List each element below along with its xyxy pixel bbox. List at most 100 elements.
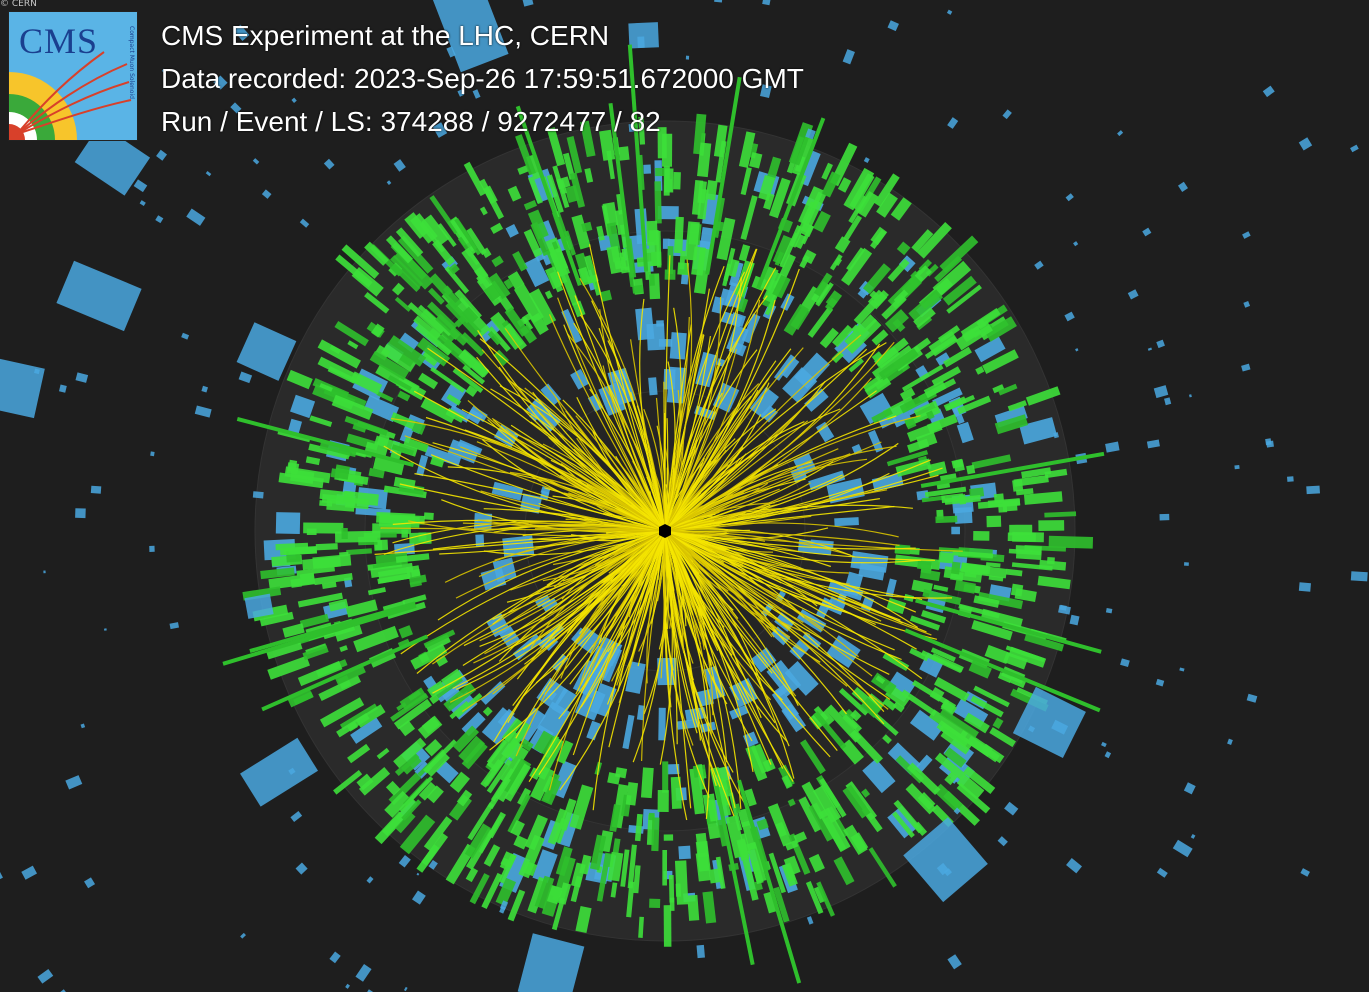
ecal-deposit [398,776,434,813]
ecal-deposit [297,660,343,687]
outer-deposit [155,215,164,224]
outer-deposit [1350,571,1368,582]
ecal-deposit [467,802,495,841]
outer-deposit [1075,348,1079,352]
ecal-deposit [980,608,1023,629]
ecal-deposit [374,539,389,551]
ecal-deposit [282,623,305,638]
ecal-deposit [831,350,844,364]
muon-line [737,779,802,984]
ecal-deposit [960,562,991,575]
ecal-deposit [461,306,479,325]
ecal-deposit [707,799,717,822]
tracks [374,244,963,821]
hcal-deposit [859,392,894,425]
hcal-deposit [794,352,830,390]
ecal-deposit [670,776,682,809]
track [664,530,698,734]
outer-deposit [842,49,855,65]
track [437,530,666,621]
ecal-deposit [841,247,873,286]
ecal-deposit [691,179,704,215]
ecal-deposit [887,258,910,282]
track [664,530,923,680]
ecal-deposit [418,781,437,801]
ecal-deposit [358,767,391,796]
muon-line [705,76,742,275]
ecal-deposit [813,705,829,722]
hcal-deposit [867,430,884,453]
ecal-deposit [377,573,411,585]
outer-deposit [299,218,310,228]
ecal-deposit [1007,532,1036,542]
ecal-deposit [393,698,432,730]
ecal-deposit [663,834,674,841]
ecal-deposit [928,331,959,357]
ecal-deposit [906,762,941,796]
ecal-deposit [837,177,852,193]
ecal-deposit [663,905,672,947]
outer-deposit [1153,385,1169,399]
track [663,530,710,798]
ecal-deposit [943,747,967,768]
ecal-deposit [399,687,427,711]
ecal-deposit [584,167,594,183]
ecal-deposit [427,680,447,698]
ecal-deposit [640,767,654,799]
hcal-deposit [526,397,561,433]
ecal-deposit [483,284,501,302]
outer-deposit [393,159,406,172]
track [664,530,784,769]
outer-deposit [762,0,771,6]
outer-deposit [997,836,1008,847]
ecal-deposit [283,546,317,556]
ecal-deposit [513,835,529,850]
ecal-deposit [364,441,389,458]
track [588,244,666,532]
ecal-deposit [875,346,900,369]
ecal-deposit [921,495,946,503]
ecal-deposit [410,643,448,670]
ecal-deposit [376,747,390,760]
ecal-deposit [846,247,865,272]
track [638,530,666,652]
ecal-deposit [926,410,935,420]
hcal-deposit [851,443,863,455]
hcal-deposit [885,578,897,598]
ecal-deposit [956,773,985,800]
ecal-deposit [458,349,490,378]
ecal-deposit [544,290,553,300]
outer-deposit [1350,144,1359,153]
hcal-deposit [658,707,666,741]
track [467,399,666,532]
ecal-deposit [372,456,405,476]
ecal-deposit [833,856,855,886]
track [655,397,666,532]
ecal-deposit [612,838,621,854]
outer-deposit [323,158,335,170]
ecal-deposit [808,711,827,730]
ecal-deposit [1025,386,1061,406]
ecal-deposit [832,324,854,348]
outer-deposit [428,0,509,73]
ecal-deposit [633,865,641,894]
outer-deposit [1234,464,1240,470]
ecal-deposit [353,625,399,653]
vertex-icon [659,524,671,538]
outer-deposit [953,807,961,815]
ecal-deposit [454,315,467,328]
ecal-deposit [861,788,871,798]
ecal-deposit [396,702,407,711]
ecal-deposit [395,811,416,834]
ecal-deposit [904,416,917,430]
ecal-deposit [708,868,723,884]
ecal-deposit [813,272,833,297]
ecal-deposit [355,704,386,728]
ecal-deposit [894,544,911,555]
ecal-deposit [1009,675,1026,689]
outer-deposit [0,350,45,419]
ecal-deposit [375,552,408,568]
ecal-deposit [933,783,963,813]
ecal-deposit [423,629,456,649]
